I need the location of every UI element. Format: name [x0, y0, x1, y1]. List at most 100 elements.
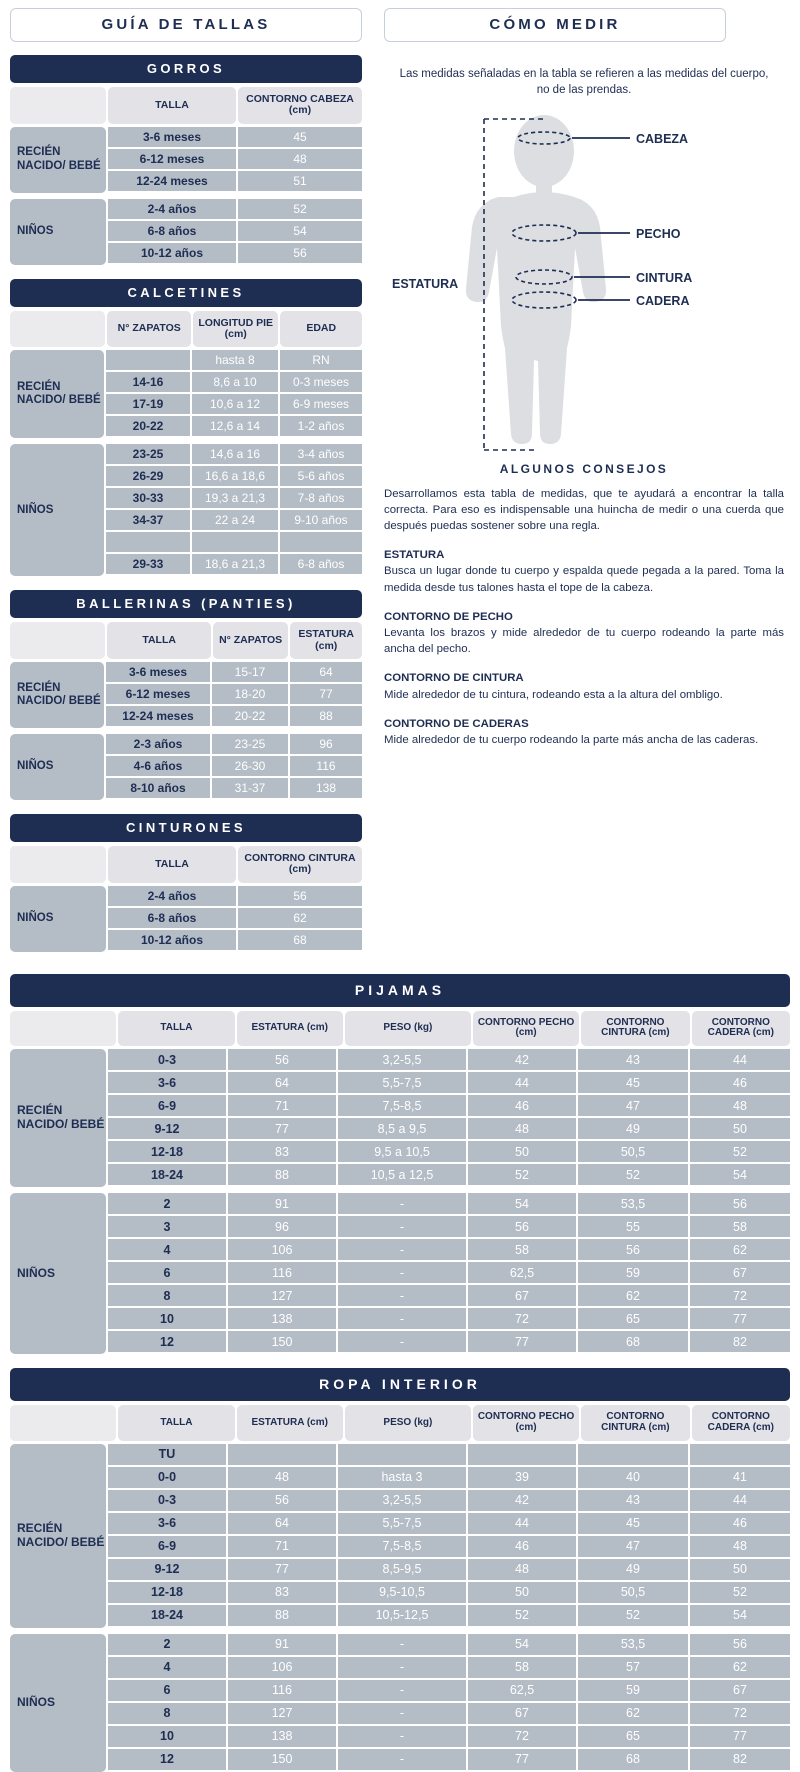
table-row: 9-12 77 8,5 a 9,5 48 49 50 [108, 1118, 790, 1140]
column-header: CONTORNO PECHO (cm) [472, 1010, 580, 1047]
table-header-row: N° ZAPATOS LONGITUD PIE (cm) EDAD [10, 310, 362, 348]
consejo-item: CONTORNO DE PECHO Levanta los brazos y mi… [384, 609, 784, 658]
cell-value: 45 [238, 126, 362, 147]
cell-value: 9,5-10,5 [338, 1581, 466, 1603]
cell-value: 127 [228, 1702, 336, 1724]
table-row: 6 116-62,5 59 67 [108, 1262, 790, 1284]
table-row: 8-10 años 31-37 138 [106, 777, 362, 798]
cell-value: 72 [690, 1285, 790, 1307]
cell-value: 72 [468, 1725, 576, 1747]
cell-value: 10,5-12,5 [338, 1604, 466, 1626]
cell-value: 77 [228, 1118, 336, 1140]
cell-value: 72 [690, 1702, 790, 1724]
cell-value: 48 [238, 148, 362, 169]
table-row: 6-12 meses 18-20 77 [106, 683, 362, 704]
cell-value: - [338, 1702, 466, 1724]
group-rows: 23-25 14,6 a 16 3-4 años 26-29 16,6 a 18,6 5-… [106, 444, 362, 576]
cell-size: 29-33 [106, 554, 190, 575]
cell-size: 10-12 años [108, 929, 236, 950]
cell-value: 53,5 [578, 1633, 688, 1655]
table-row: 4-6 años 26-30 116 [106, 755, 362, 776]
table-row: 10 138-72 65 77 [108, 1725, 790, 1747]
cell-size: 6 [108, 1679, 226, 1701]
cell-size: 2 [108, 1633, 226, 1655]
cell-size: 3-6 [108, 1072, 226, 1094]
table-row: 2-3 años 23-25 96 [106, 733, 362, 754]
cell-value: 56 [690, 1193, 790, 1215]
cell-value: 150 [228, 1331, 336, 1353]
cell-size: 12-18 [108, 1581, 226, 1603]
cell-value: hasta 3 [338, 1466, 466, 1488]
cell-size: 6-12 meses [106, 683, 210, 704]
cell-value [468, 1443, 576, 1465]
cell-value: 106 [228, 1656, 336, 1678]
cell-value: 56 [690, 1633, 790, 1655]
cell-value: 52 [468, 1604, 576, 1626]
group-label: RECIÉN NACIDO/ BEBÉ [10, 1049, 106, 1188]
cell-value: 64 [228, 1072, 336, 1094]
cell-value: 62 [690, 1656, 790, 1678]
cell-value: 18,6 a 21,3 [192, 554, 278, 575]
column-header: N° ZAPATOS [212, 622, 289, 659]
table-row: 2-4 años 52 [108, 198, 362, 219]
cell-value: 77 [290, 683, 362, 704]
cell-value: 138 [290, 777, 362, 798]
group-rows: 3-6 meses 45 6-12 meses 48 12-24 meses 51 [108, 126, 362, 193]
cell-value: 67 [468, 1285, 576, 1307]
column-header: ESTATURA (cm) [236, 1405, 343, 1441]
cell-value: 16,6 a 18,6 [192, 466, 278, 487]
cell-value: 47 [578, 1535, 688, 1557]
cell-value: 88 [290, 705, 362, 726]
column-header: TALLA [108, 87, 236, 124]
cell-value: 57 [578, 1656, 688, 1678]
group-label: NIÑOS [10, 444, 104, 577]
cell-value: 67 [690, 1679, 790, 1701]
cell-size: 2 [108, 1193, 226, 1215]
table-group: RECIÉN NACIDO/ BEBÉ hasta 8 RN 14-16 8,6 a 1… [10, 350, 362, 439]
cell-value: 59 [578, 1679, 688, 1701]
cell-size: 6-9 [108, 1095, 226, 1117]
cell-size: 3-6 meses [108, 126, 236, 147]
cell-value: 62,5 [468, 1262, 576, 1284]
cell-value: 23-25 [212, 733, 288, 754]
cell-value: 10,5 a 12,5 [338, 1164, 466, 1186]
table-title: GORROS [10, 55, 362, 83]
table-row: 10-12 años 56 [108, 242, 362, 263]
cell-size: 20-22 [106, 416, 190, 437]
cell-value: 56 [238, 242, 362, 263]
table-row: 34-37 22 a 24 9-10 años [106, 510, 362, 531]
cell-size [106, 532, 190, 553]
cell-value: 54 [690, 1604, 790, 1626]
cell-size: 0-3 [108, 1489, 226, 1511]
cell-value: 44 [468, 1072, 576, 1094]
cell-value: 82 [690, 1331, 790, 1353]
column-header-blank [10, 1405, 117, 1441]
table-row: hasta 8 RN [106, 350, 362, 371]
leader-lines [572, 136, 630, 301]
group-label: RECIÉN NACIDO/ BEBÉ [10, 126, 106, 193]
group-label: NIÑOS [10, 733, 104, 800]
cell-value: 43 [578, 1049, 688, 1071]
table-row: 14-16 8,6 a 10 0-3 meses [106, 372, 362, 393]
group-rows: hasta 8 RN 14-16 8,6 a 10 0-3 meses 17-19 10,6… [106, 350, 362, 438]
cell-value: 71 [228, 1095, 336, 1117]
cell-value: 77 [468, 1748, 576, 1770]
cell-value: 64 [228, 1512, 336, 1534]
cell-value: 3,2-5,5 [338, 1489, 466, 1511]
table-title: CINTURONES [10, 813, 362, 842]
table-row: 2-4 años 56 [108, 885, 362, 906]
cell-value: 19,3 a 21,3 [192, 488, 278, 509]
cell-value: hasta 8 [192, 350, 278, 371]
table-ropa-interior: ROPA INTERIOR TALLA ESTATURA (cm) PESO (kg)… [10, 1368, 791, 1772]
label-cadera: CADERA [636, 294, 689, 308]
consejo-heading: CONTORNO DE CINTURA [384, 672, 524, 685]
cell-value: 48 [228, 1466, 336, 1488]
cell-value: 6-8 años [280, 554, 362, 575]
right-column: Las medidas señaladas en la tabla se ref… [384, 55, 784, 966]
cell-value: 106 [228, 1239, 336, 1261]
cell-size: 8 [108, 1702, 226, 1724]
cell-value: 77 [690, 1308, 790, 1330]
group-rows: 2 91-54 53,5 56 4 106-58 57 62 6 116-62,5 59 67 8 127… [108, 1633, 790, 1772]
cell-value: 48 [468, 1558, 576, 1580]
table-row: 2 91-54 53,5 56 [108, 1633, 790, 1655]
